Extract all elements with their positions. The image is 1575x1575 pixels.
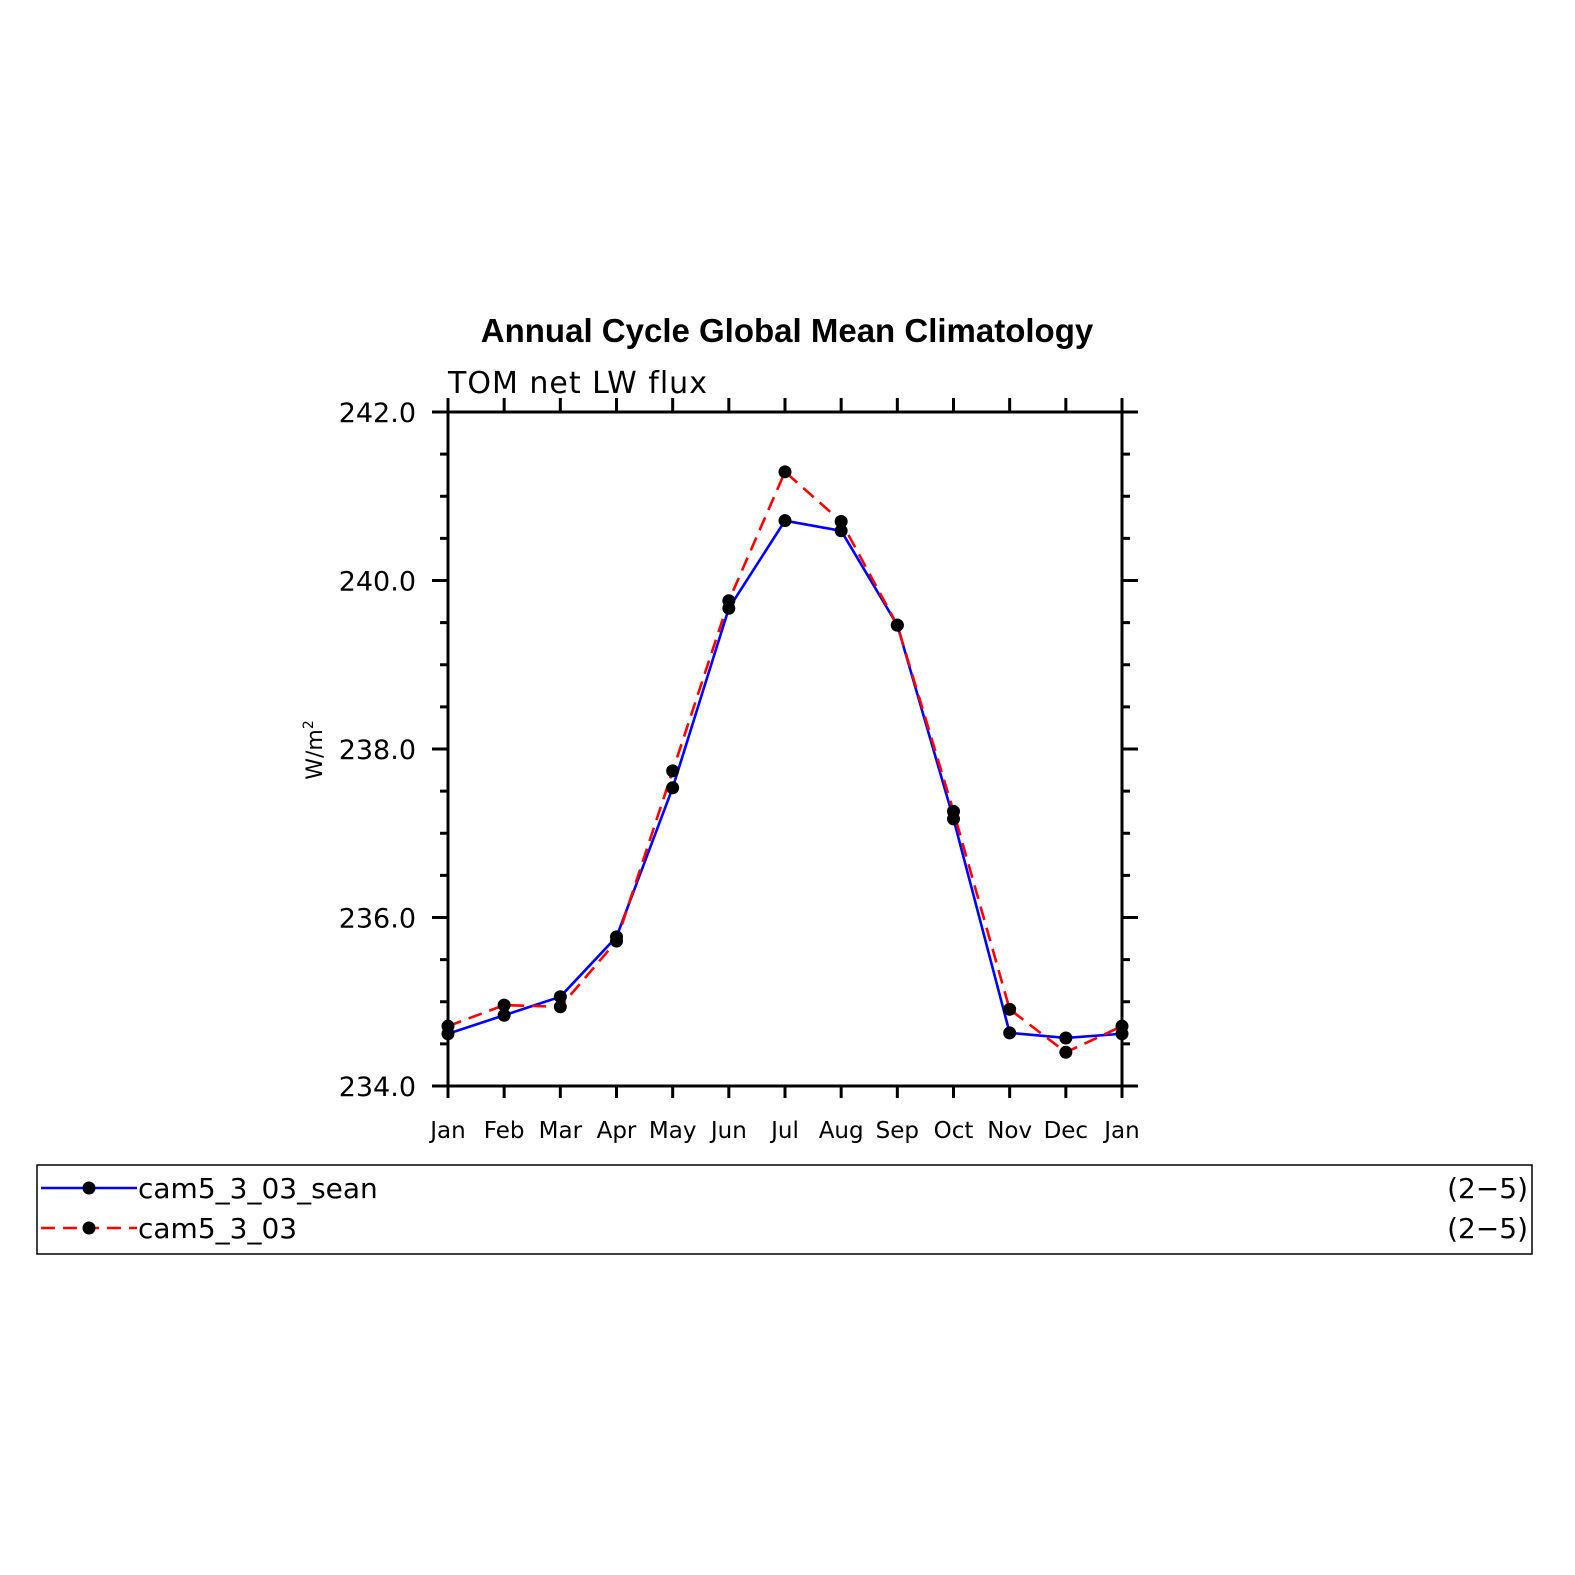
- data-point-cam5_3_03: [553, 1000, 567, 1014]
- svg-text:W/m2: W/m2: [301, 720, 328, 780]
- legend-label-cam5_3_03: cam5_3_03: [138, 1212, 297, 1245]
- y-tick-label: 240.0: [339, 567, 416, 598]
- x-tick-label: Jan: [1102, 1118, 1139, 1144]
- y-tick-label: 242.0: [339, 398, 416, 429]
- chart-subtitle: TOM net LW flux: [447, 366, 708, 401]
- data-point-cam5_3_03_sean: [1003, 1026, 1017, 1040]
- data-point-cam5_3_03: [834, 515, 848, 529]
- y-tick-label: 236.0: [339, 904, 416, 935]
- data-point-cam5_3_03: [610, 934, 623, 948]
- x-tick-label: Oct: [934, 1118, 974, 1144]
- plot-frame: [446, 410, 1124, 1088]
- data-point-cam5_3_03_sean: [1059, 1031, 1073, 1045]
- y-tick-label: 238.0: [339, 735, 416, 766]
- x-tick-label: Nov: [987, 1118, 1032, 1144]
- chart-title: Annual Cycle Global Mean Climatology: [481, 312, 1094, 349]
- data-point-cam5_3_03: [722, 594, 736, 608]
- legend-marker-cam5_3_03_sean: [82, 1181, 96, 1195]
- data-point-cam5_3_03_sean: [666, 781, 680, 795]
- series-layer: [441, 465, 1129, 1059]
- data-point-cam5_3_03: [497, 998, 511, 1012]
- legend-range-cam5_3_03: (2−5): [1447, 1212, 1528, 1245]
- legend-box: [36, 1164, 1533, 1255]
- data-point-cam5_3_03: [1115, 1019, 1129, 1033]
- x-tick-label: Aug: [819, 1118, 864, 1144]
- x-tick-label: Mar: [539, 1118, 583, 1144]
- data-point-cam5_3_03: [890, 618, 904, 632]
- y-axis-label: W/m2: [301, 720, 328, 780]
- legend-range-cam5_3_03_sean: (2−5): [1447, 1172, 1528, 1205]
- legend-marker-cam5_3_03: [82, 1221, 96, 1235]
- data-point-cam5_3_03_sean: [778, 514, 792, 528]
- y-axis-label-superscript: 2: [301, 720, 317, 729]
- data-point-cam5_3_03: [1059, 1045, 1073, 1059]
- x-tick-label: Jun: [709, 1118, 747, 1144]
- series-line-cam5_3_03_sean: [447, 519, 1123, 1040]
- data-point-cam5_3_03_sean: [497, 1008, 511, 1022]
- series-line-cam5_3_03: [447, 469, 1123, 1054]
- data-point-cam5_3_03_sean: [834, 524, 848, 538]
- y-tick-label: 234.0: [339, 1072, 416, 1103]
- x-tick-label: Feb: [484, 1118, 525, 1144]
- legend-label-cam5_3_03_sean: cam5_3_03_sean: [138, 1172, 378, 1205]
- data-point-cam5_3_03: [666, 764, 680, 778]
- x-tick-label: Apr: [597, 1118, 637, 1144]
- x-tick-label: Dec: [1044, 1118, 1089, 1144]
- y-axis-label-text: W/m: [303, 729, 328, 780]
- data-point-cam5_3_03: [947, 804, 960, 818]
- data-point-cam5_3_03: [441, 1019, 455, 1033]
- x-tick-label: Sep: [876, 1118, 919, 1144]
- x-tick-label: Jul: [769, 1118, 799, 1144]
- data-point-cam5_3_03: [778, 465, 792, 479]
- x-tick-label: May: [649, 1118, 697, 1144]
- data-point-cam5_3_03: [1003, 1002, 1017, 1016]
- plot-axes: Jan Feb Mar Apr May Jun Jul Aug Sep Oct Nov Dec Jan 2…: [339, 398, 1140, 1144]
- legend: cam5_3_03_sean (2−5) cam5_3_03 (2−5): [36, 1164, 1533, 1255]
- x-tick-label: Jan: [428, 1118, 465, 1144]
- data-point-cam5_3_03_sean: [553, 990, 567, 1004]
